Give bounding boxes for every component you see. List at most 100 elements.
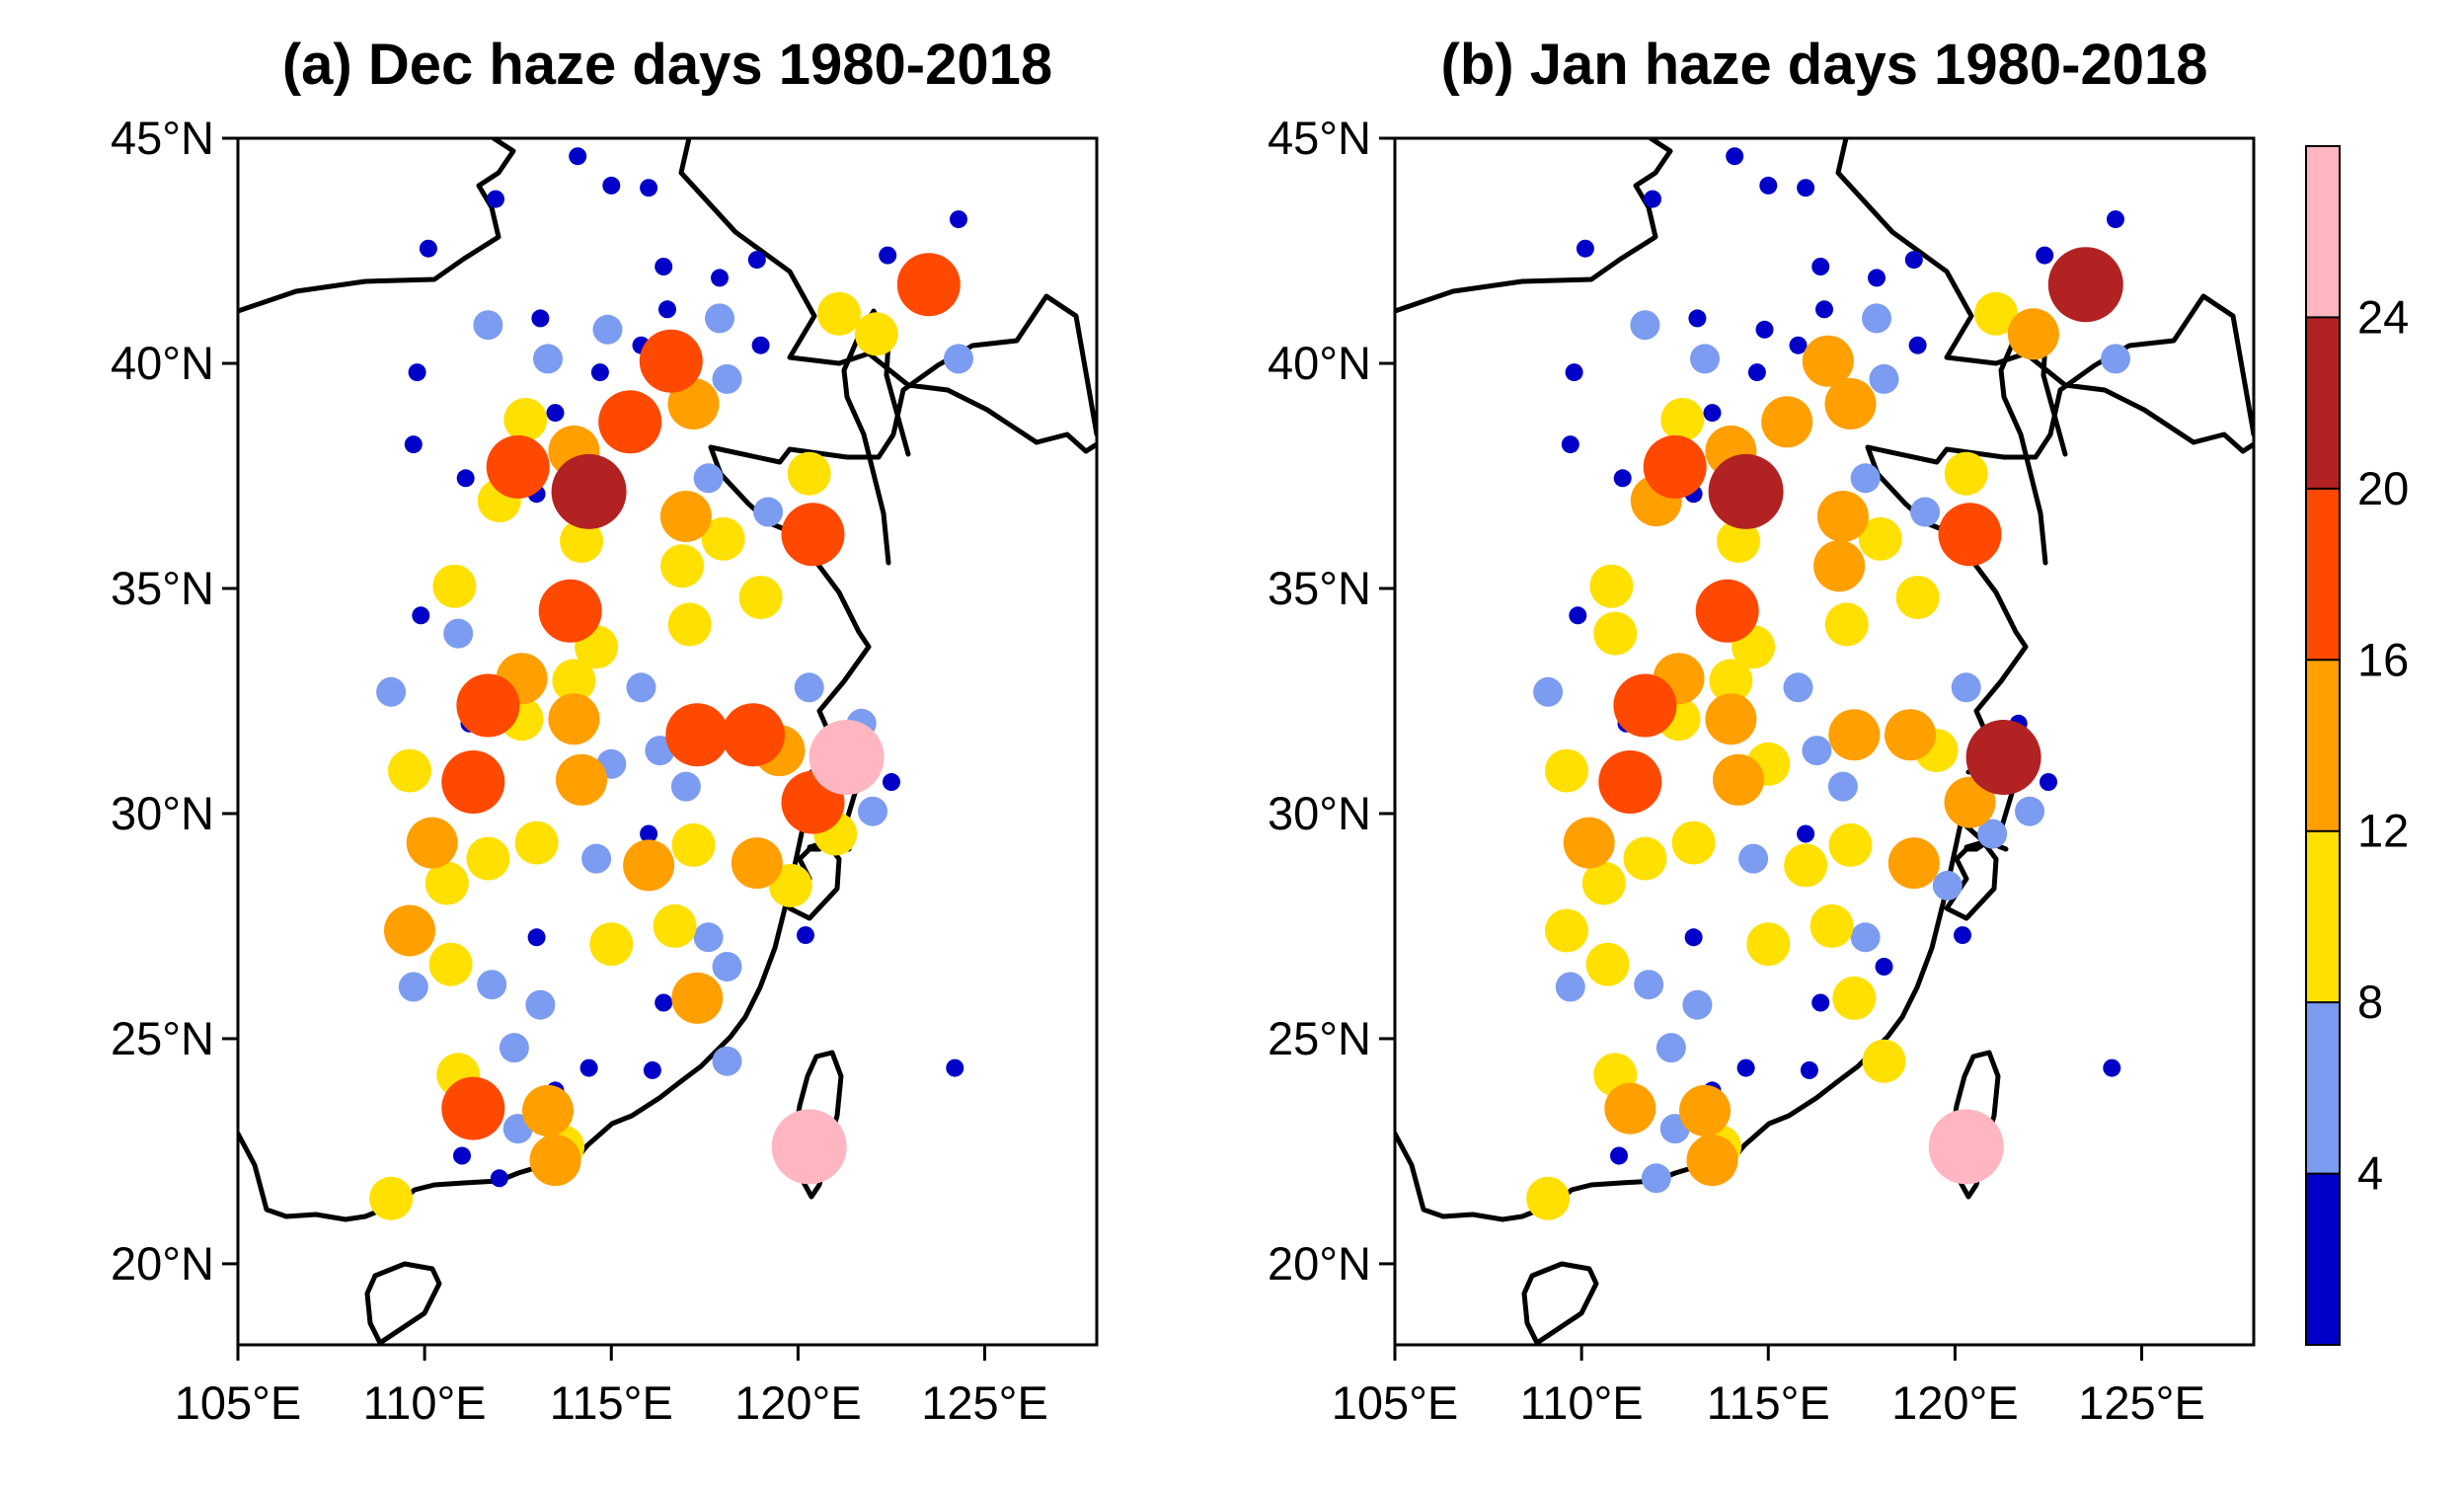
station-marker bbox=[1759, 176, 1778, 195]
station-marker bbox=[946, 1058, 964, 1077]
panel-a-frame bbox=[236, 136, 1099, 1347]
station-marker bbox=[794, 672, 824, 703]
station-marker bbox=[1565, 363, 1583, 382]
station-marker bbox=[1954, 926, 1971, 945]
station-marker bbox=[419, 239, 437, 258]
station-marker bbox=[1828, 822, 1873, 867]
station-marker bbox=[1944, 451, 1988, 496]
station-marker bbox=[531, 309, 550, 328]
station-marker bbox=[1928, 1109, 2004, 1185]
station-marker bbox=[1709, 659, 1753, 703]
station-marker bbox=[2015, 796, 2044, 826]
station-marker bbox=[453, 1146, 471, 1165]
station-marker bbox=[2040, 773, 2057, 791]
station-marker bbox=[1908, 336, 1927, 354]
colorbar-tick-label: 24 bbox=[2357, 290, 2409, 343]
station-marker bbox=[1545, 908, 1588, 953]
station-marker bbox=[581, 843, 612, 874]
x-tick-label: 125°E bbox=[921, 1376, 1048, 1429]
station-marker bbox=[560, 519, 603, 564]
station-marker bbox=[443, 618, 474, 649]
station-marker bbox=[738, 576, 783, 620]
y-tick-label: 35°N bbox=[111, 562, 214, 614]
station-marker bbox=[1643, 434, 1707, 499]
station-marker bbox=[529, 1135, 581, 1187]
station-marker bbox=[753, 497, 784, 527]
station-marker bbox=[487, 190, 504, 208]
station-marker bbox=[2101, 344, 2130, 374]
station-marker bbox=[548, 693, 600, 745]
station-marker bbox=[602, 176, 621, 195]
colorbar-tick-label: 20 bbox=[2357, 462, 2409, 514]
station-marker bbox=[1827, 771, 1858, 802]
station-marker bbox=[883, 773, 900, 791]
station-marker bbox=[514, 821, 559, 865]
station-marker bbox=[1713, 753, 1764, 806]
station-marker bbox=[1938, 503, 2002, 567]
panel-a: (a) Dec haze days 1980-2018 105°E 110°E 11… bbox=[111, 33, 1099, 1429]
station-marker bbox=[522, 1084, 574, 1136]
station-marker bbox=[665, 703, 730, 767]
station-marker bbox=[858, 796, 887, 826]
station-marker bbox=[879, 246, 897, 265]
panel-a-title: (a) Dec haze days 1980-2018 bbox=[282, 33, 1052, 97]
colorbar-segment bbox=[2306, 1173, 2340, 1345]
station-marker bbox=[424, 861, 469, 905]
station-marker bbox=[1832, 976, 1877, 1020]
station-marker bbox=[398, 972, 428, 1002]
station-marker bbox=[658, 300, 676, 319]
station-marker bbox=[817, 291, 861, 336]
station-marker bbox=[2103, 1058, 2121, 1077]
station-marker bbox=[1813, 540, 1866, 592]
station-marker bbox=[466, 836, 510, 881]
station-marker bbox=[538, 579, 602, 643]
station-marker bbox=[1738, 843, 1769, 874]
station-marker bbox=[1569, 606, 1587, 625]
station-marker bbox=[653, 903, 697, 948]
station-marker bbox=[1974, 291, 2018, 336]
station-marker bbox=[705, 303, 734, 334]
station-marker bbox=[693, 463, 724, 494]
station-marker bbox=[2036, 246, 2054, 265]
station-marker bbox=[1783, 672, 1813, 703]
station-marker bbox=[1862, 1039, 1906, 1083]
station-marker bbox=[1797, 824, 1815, 843]
station-marker bbox=[693, 922, 724, 953]
colorbar-tick-label: 8 bbox=[2357, 976, 2383, 1028]
station-marker bbox=[712, 952, 742, 981]
station-marker bbox=[1736, 1058, 1755, 1077]
station-marker bbox=[1671, 821, 1716, 865]
station-marker bbox=[1869, 363, 1899, 394]
station-marker bbox=[1630, 310, 1660, 341]
station-marker bbox=[503, 398, 548, 441]
station-marker bbox=[1644, 190, 1661, 208]
station-marker bbox=[722, 703, 785, 767]
station-marker bbox=[623, 839, 675, 892]
station-marker bbox=[1868, 269, 1886, 287]
station-marker bbox=[1708, 453, 1784, 529]
station-marker bbox=[525, 989, 556, 1020]
station-marker bbox=[1828, 709, 1881, 761]
station-marker bbox=[406, 817, 458, 869]
y-tick-label: 30°N bbox=[111, 787, 214, 839]
station-marker bbox=[654, 993, 673, 1012]
colorbar-segment bbox=[2306, 1002, 2340, 1174]
station-marker bbox=[1545, 748, 1588, 793]
colorbar-segment bbox=[2306, 830, 2340, 1003]
station-marker bbox=[1684, 928, 1703, 947]
station-marker bbox=[1815, 300, 1833, 319]
station-marker bbox=[490, 1169, 508, 1188]
station-marker bbox=[654, 258, 673, 275]
station-marker bbox=[1613, 673, 1677, 738]
station-marker bbox=[1977, 819, 2008, 849]
colorbar-tick-label: 12 bbox=[2357, 805, 2409, 857]
station-marker bbox=[1858, 516, 1902, 561]
station-marker bbox=[2107, 210, 2124, 229]
station-marker bbox=[1705, 693, 1757, 745]
station-marker bbox=[1604, 1082, 1656, 1135]
colorbar-tick-label: 4 bbox=[2357, 1147, 2383, 1200]
station-marker bbox=[1533, 676, 1564, 707]
panel-b-title: (b) Jan haze days 1980-2018 bbox=[1441, 33, 2208, 97]
station-marker bbox=[376, 676, 407, 707]
station-marker bbox=[1641, 1163, 1671, 1194]
